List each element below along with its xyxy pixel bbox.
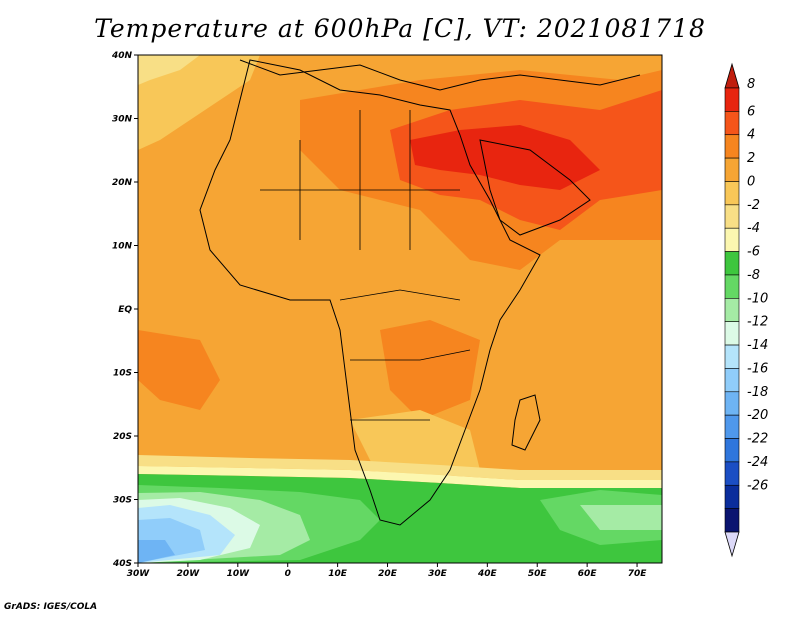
- colorbar-segment: [724, 157, 740, 182]
- colorbar-label: 6: [747, 104, 755, 119]
- lat-tick-label: 30N: [112, 115, 133, 125]
- lon-tick-label: 10W: [227, 569, 251, 579]
- colorbar-label: -14: [747, 338, 768, 353]
- colorbar-segment: [724, 87, 740, 112]
- madagascar-coastline: [511, 394, 541, 451]
- field-above-8: [410, 125, 600, 190]
- colorbar-segment: [724, 227, 740, 252]
- map-field: [138, 55, 662, 563]
- colorbar-label: 4: [747, 128, 755, 143]
- lat-tick-label: EQ: [118, 305, 132, 315]
- colorbar-label: -24: [747, 455, 768, 470]
- colorbar-segment: [724, 181, 740, 206]
- lat-tick-label: 10N: [112, 242, 133, 252]
- field-minus-10-east: [580, 505, 662, 530]
- colorbar-label: -6: [747, 245, 760, 260]
- colorbar-segment: [724, 368, 740, 393]
- colorbar-segment: [724, 298, 740, 322]
- colorbar-label: -20: [747, 408, 768, 423]
- colorbar-segment: [724, 274, 740, 299]
- lat-tick-label: 40N: [111, 51, 133, 61]
- europe-coastline: [239, 59, 641, 91]
- colorbar-segment: [724, 391, 740, 416]
- colorbar-label: -4: [747, 221, 760, 236]
- colorbar-segment: [724, 461, 740, 486]
- border-line-2: [299, 110, 411, 250]
- lon-tick-label: 30W: [127, 569, 151, 579]
- colorbar-label: 8: [747, 77, 755, 92]
- colorbar-label: -16: [747, 361, 768, 376]
- colorbar-label: -12: [747, 315, 768, 330]
- lon-tick-label: 70E: [628, 569, 648, 579]
- colorbar-label: -26: [747, 478, 768, 493]
- lon-tick-label: 60E: [578, 569, 598, 579]
- lon-tick-label: 30E: [428, 569, 448, 579]
- colorbar-segment: [724, 134, 740, 159]
- field-band-2: [138, 466, 662, 488]
- colorbar-bottom-arrow: [724, 531, 740, 558]
- lon-tick-label: 40E: [477, 569, 498, 579]
- colorbar-label: -22: [747, 432, 768, 447]
- lat-tick-label: 10S: [113, 369, 132, 379]
- field-atlantic-warm: [138, 330, 220, 410]
- colorbar-segment: [724, 204, 740, 229]
- colorbar-segment: [724, 414, 740, 439]
- lat-ticks: 40N 30N 20N 10N EQ 10S 20S 30S 40S: [111, 51, 138, 569]
- lon-ticks: 30W 20W 10W 0 10E 20E 30E 40E 50E 60E 70E: [127, 563, 647, 579]
- colorbar-segment: [724, 111, 740, 136]
- lat-tick-label: 40S: [112, 559, 132, 569]
- colorbar-segment: [724, 344, 740, 369]
- colorbar-segment: [724, 484, 740, 509]
- colorbar-segment: [724, 508, 740, 533]
- field-central-warm: [380, 320, 480, 420]
- credit-label: GrADS: IGES/COLA: [4, 602, 98, 612]
- lat-tick-label: 20S: [113, 432, 132, 442]
- colorbar-segment: [724, 251, 740, 276]
- field-minus-18: [138, 540, 175, 563]
- colorbar: 8 6 4 2 0 -2 -4 -6 -8 -10 -12 -14 -16 -18 -20 -22 -24 -26: [724, 62, 768, 558]
- field-0-to-2-north: [138, 55, 260, 150]
- lon-tick-label: 20W: [177, 569, 201, 579]
- border-line-3: [339, 289, 471, 421]
- africa-coastline: [199, 59, 541, 526]
- colorbar-label: -2: [747, 198, 760, 213]
- colorbar-label: 2: [747, 151, 755, 166]
- colorbar-segment: [724, 438, 740, 463]
- colorbar-label: -10: [747, 291, 768, 306]
- lon-tick-label: 10E: [328, 569, 348, 579]
- colorbar-label: -18: [747, 385, 768, 400]
- lat-tick-label: 30S: [113, 496, 132, 506]
- colorbar-label: -8: [747, 268, 760, 283]
- lat-tick-label: 20N: [112, 178, 133, 188]
- map-title: Temperature at 600hPa [C], VT: 202108171…: [94, 14, 706, 43]
- field-cool-patch: [138, 55, 200, 85]
- colorbar-segment: [724, 321, 740, 346]
- lon-tick-label: 50E: [528, 569, 548, 579]
- lon-tick-label: 0: [285, 569, 291, 579]
- colorbar-top-arrow: [724, 62, 740, 89]
- field-band-1: [138, 455, 662, 480]
- lon-tick-label: 20E: [378, 569, 398, 579]
- colorbar-label: 0: [747, 174, 755, 189]
- arabia-coastline: [479, 139, 591, 236]
